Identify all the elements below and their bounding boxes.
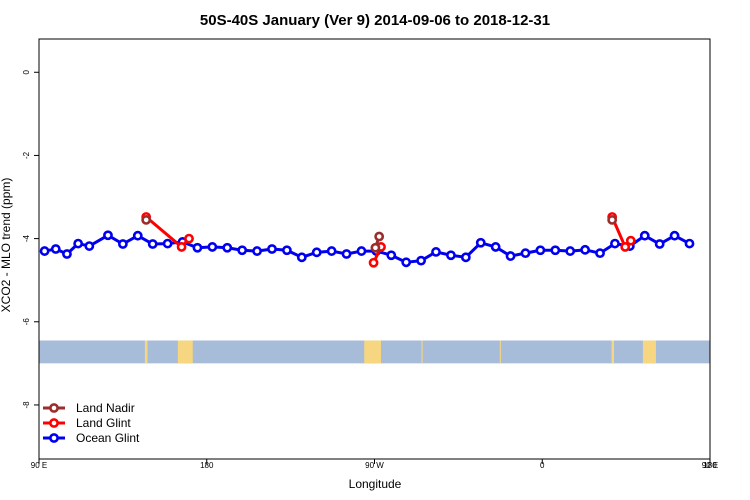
map-land-0 <box>144 340 148 364</box>
ocean-glint-point-0-7 <box>132 230 143 241</box>
legend-label-land-nadir: Land Nadir <box>76 401 135 415</box>
ocean-glint-point-0-37 <box>580 244 591 255</box>
ocean-glint-point-0-0 <box>39 246 50 256</box>
y-tick-label-4: -8 <box>22 401 31 409</box>
ocean-glint-point-0-30 <box>475 237 486 248</box>
y-axis: 0 -2 -4 -6 -8 <box>22 69 39 409</box>
land-glint-point-2-1 <box>620 242 631 252</box>
map-land-1 <box>177 340 193 364</box>
y-tick-label-0: 0 <box>22 69 31 74</box>
x-tick-label-4: 90 E <box>702 461 718 470</box>
ocean-glint-point-0-38 <box>595 248 605 259</box>
ocean-glint-point-0-3 <box>73 238 84 249</box>
ocean-glint-point-0-32 <box>505 251 516 261</box>
ocean-glint-point-0-14 <box>237 245 248 256</box>
ocean-glint-point-0-19 <box>311 247 322 258</box>
map-land-4 <box>499 340 501 364</box>
ocean-glint-point-0-41 <box>639 230 650 241</box>
map-land-2 <box>364 340 382 364</box>
x-tick-label-3: 0 <box>540 461 545 470</box>
ocean-glint-point-0-36 <box>565 246 576 256</box>
ocean-glint-point-0-34 <box>535 245 546 256</box>
legend-marker-land-glint <box>49 418 59 428</box>
ocean-glint-point-0-42 <box>654 239 665 249</box>
ocean-glint-point-0-6 <box>117 239 128 249</box>
land-nadir-point-0-0 <box>141 214 152 225</box>
ocean-glint-point-0-8 <box>147 239 158 249</box>
y-axis-label: XCO2 - MLO trend (ppm) <box>0 178 13 313</box>
ocean-glint-point-0-20 <box>326 246 337 256</box>
map-land-5 <box>611 340 615 364</box>
series-layer <box>39 212 695 268</box>
land-glint-point-0-1 <box>176 242 187 252</box>
ocean-glint-point-0-13 <box>222 242 233 253</box>
ocean-glint-point-0-16 <box>267 244 277 254</box>
land-glint-point-2-2 <box>625 235 636 246</box>
ocean-glint-point-0-15 <box>252 246 262 256</box>
ocean-glint-point-0-11 <box>192 242 203 253</box>
x-axis-label: Longitude <box>349 477 402 491</box>
ocean-glint-point-0-2 <box>62 249 72 259</box>
ocean-glint-point-0-21 <box>341 249 352 259</box>
land-nadir-point-1-0 <box>370 242 381 253</box>
ocean-glint-point-0-22 <box>356 246 367 256</box>
ocean-glint-point-0-44 <box>684 238 695 249</box>
land-glint-point-0-2 <box>184 233 194 244</box>
ocean-glint-point-0-5 <box>103 230 113 241</box>
x-tick-label-2: 90 W <box>365 461 384 470</box>
land-glint-point-1-0 <box>368 257 379 268</box>
chart-title: 50S-40S January (Ver 9) 2014-09-06 to 20… <box>200 12 550 29</box>
ocean-glint-point-0-24 <box>386 250 397 261</box>
x-tick-label-0: 90 E <box>31 461 47 470</box>
map-strip <box>39 340 710 364</box>
ocean-glint-point-0-27 <box>431 247 441 257</box>
map-land-3 <box>421 340 423 364</box>
ocean-glint-line-0 <box>44 233 691 264</box>
legend-marker-ocean-glint <box>49 433 59 443</box>
ocean-glint-point-0-28 <box>446 250 456 261</box>
y-tick-label-2: -4 <box>22 235 31 243</box>
ocean-glint-point-0-26 <box>416 255 426 266</box>
ocean-glint-point-0-29 <box>460 252 471 263</box>
ocean-glint-point-0-43 <box>669 230 680 241</box>
ocean-glint-point-0-4 <box>84 241 95 251</box>
ocean-glint-point-0-1 <box>50 244 61 254</box>
y-tick-label-1: -2 <box>22 151 31 159</box>
ocean-glint-point-0-9 <box>162 238 173 249</box>
ocean-glint-point-0-18 <box>296 252 307 263</box>
legend-marker-land-nadir <box>49 403 59 413</box>
x-tick-label-1: 180 <box>200 461 214 470</box>
ocean-glint-point-0-25 <box>401 257 412 268</box>
y-tick-label-3: -6 <box>22 318 31 326</box>
ocean-glint-point-0-33 <box>520 248 531 259</box>
ocean-glint-point-0-35 <box>550 245 561 256</box>
x-tick-label-edge: 180 <box>703 461 717 470</box>
legend-label-ocean-glint: Ocean Glint <box>76 431 140 445</box>
map-land-6 <box>642 340 656 364</box>
ocean-glint-point-0-17 <box>281 245 292 256</box>
ocean-glint-point-0-12 <box>207 242 218 252</box>
land-nadir-point-2-0 <box>607 214 618 225</box>
land-nadir-point-1-1 <box>374 231 385 242</box>
ocean-glint-point-0-39 <box>610 238 620 249</box>
legend-label-land-glint: Land Glint <box>76 416 131 430</box>
ocean-glint-point-0-31 <box>490 242 501 252</box>
